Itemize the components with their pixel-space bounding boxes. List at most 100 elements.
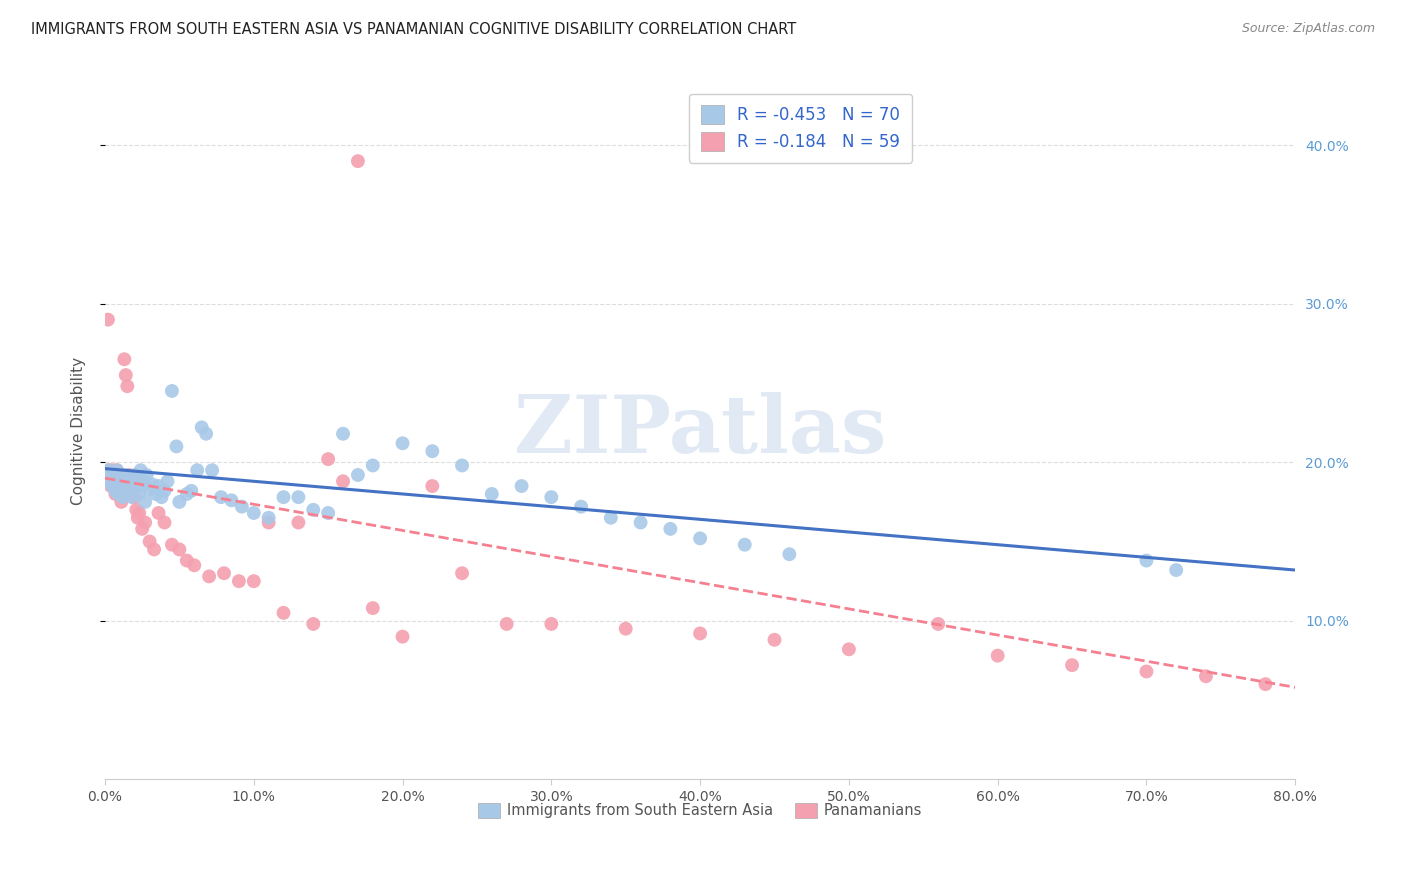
Point [103, 479, 125, 493]
Point [125, 503, 148, 517]
Point [108, 475, 131, 489]
Point [143, 542, 166, 557]
Point [148, 479, 170, 493]
Point [242, 574, 264, 589]
Point [614, 622, 637, 636]
Point [117, 379, 139, 393]
Point [927, 616, 949, 631]
Point [212, 566, 235, 581]
Point [987, 648, 1010, 663]
Point [1135, 553, 1157, 567]
Point [838, 642, 860, 657]
Point [150, 490, 173, 504]
Point [180, 483, 202, 498]
Point [105, 463, 128, 477]
Point [540, 616, 562, 631]
Point [540, 490, 562, 504]
Point [221, 493, 243, 508]
Point [111, 479, 134, 493]
Point [495, 616, 517, 631]
Point [122, 475, 145, 489]
Point [332, 475, 354, 489]
Point [273, 490, 295, 504]
Point [510, 479, 533, 493]
Point [132, 475, 155, 489]
Text: ZIPatlas: ZIPatlas [515, 392, 886, 469]
Point [125, 477, 148, 491]
Point [104, 487, 127, 501]
Point [689, 626, 711, 640]
Point [128, 487, 150, 501]
Point [111, 490, 134, 504]
Point [100, 467, 122, 482]
Point [481, 487, 503, 501]
Point [118, 479, 141, 493]
Point [316, 506, 339, 520]
Point [198, 569, 221, 583]
Point [120, 483, 142, 498]
Point [127, 510, 149, 524]
Point [131, 479, 153, 493]
Point [114, 368, 136, 383]
Point [160, 538, 183, 552]
Point [183, 558, 205, 573]
Point [195, 426, 218, 441]
Point [134, 495, 156, 509]
Point [361, 458, 384, 473]
Point [124, 490, 146, 504]
Point [165, 439, 187, 453]
Point [169, 542, 191, 557]
Point [391, 436, 413, 450]
Point [302, 616, 325, 631]
Point [1166, 563, 1188, 577]
Point [1254, 677, 1277, 691]
Point [176, 487, 198, 501]
Point [110, 479, 132, 493]
Point [201, 463, 224, 477]
Point [316, 452, 339, 467]
Text: Source: ZipAtlas.com: Source: ZipAtlas.com [1241, 22, 1375, 36]
Point [120, 471, 142, 485]
Point [1060, 658, 1083, 673]
Point [332, 426, 354, 441]
Point [127, 475, 149, 489]
Point [228, 574, 250, 589]
Point [124, 467, 146, 482]
Point [778, 547, 800, 561]
Point [153, 483, 176, 498]
Point [347, 154, 370, 169]
Point [302, 503, 325, 517]
Point [630, 516, 652, 530]
Point [689, 532, 711, 546]
Point [734, 538, 756, 552]
Point [176, 553, 198, 567]
Point [156, 475, 179, 489]
Point [569, 500, 592, 514]
Point [134, 516, 156, 530]
Point [131, 522, 153, 536]
Point [160, 384, 183, 398]
Point [122, 482, 145, 496]
Point [110, 495, 132, 509]
Point [420, 479, 443, 493]
Text: IMMIGRANTS FROM SOUTH EASTERN ASIA VS PANAMANIAN COGNITIVE DISABILITY CORRELATIO: IMMIGRANTS FROM SOUTH EASTERN ASIA VS PA… [31, 22, 796, 37]
Point [599, 510, 621, 524]
Point [118, 467, 141, 482]
Point [138, 534, 160, 549]
Point [117, 475, 139, 489]
Point [169, 495, 191, 509]
Point [763, 632, 786, 647]
Point [107, 487, 129, 501]
Point [273, 606, 295, 620]
Point [451, 458, 474, 473]
Point [107, 467, 129, 482]
Point [114, 483, 136, 498]
Point [121, 490, 143, 504]
Point [451, 566, 474, 581]
Point [287, 516, 309, 530]
Point [659, 522, 682, 536]
Point [257, 510, 280, 524]
Point [190, 420, 212, 434]
Point [135, 467, 157, 482]
Point [186, 463, 208, 477]
